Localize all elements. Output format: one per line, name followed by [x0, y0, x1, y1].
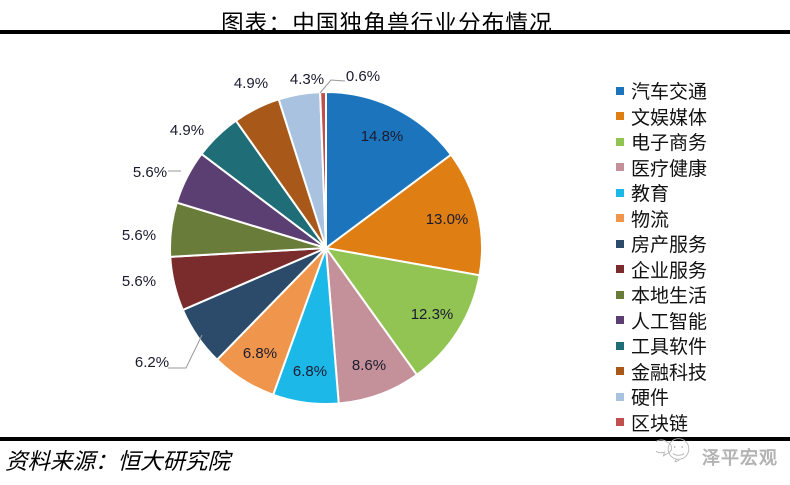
svg-text:4.3%: 4.3%	[290, 71, 324, 88]
svg-text:0.6%: 0.6%	[346, 68, 380, 85]
svg-text:6.8%: 6.8%	[243, 345, 277, 362]
svg-text:8.6%: 8.6%	[352, 357, 386, 374]
svg-text:13.0%: 13.0%	[426, 211, 469, 228]
svg-text:6.8%: 6.8%	[293, 363, 327, 380]
svg-text:5.6%: 5.6%	[133, 164, 167, 181]
svg-text:6.2%: 6.2%	[135, 354, 169, 371]
svg-text:12.3%: 12.3%	[411, 306, 454, 323]
svg-text:14.8%: 14.8%	[361, 128, 404, 145]
svg-text:4.9%: 4.9%	[170, 122, 204, 139]
svg-text:5.6%: 5.6%	[122, 227, 156, 244]
svg-text:4.9%: 4.9%	[234, 75, 268, 92]
svg-text:5.6%: 5.6%	[122, 273, 156, 290]
